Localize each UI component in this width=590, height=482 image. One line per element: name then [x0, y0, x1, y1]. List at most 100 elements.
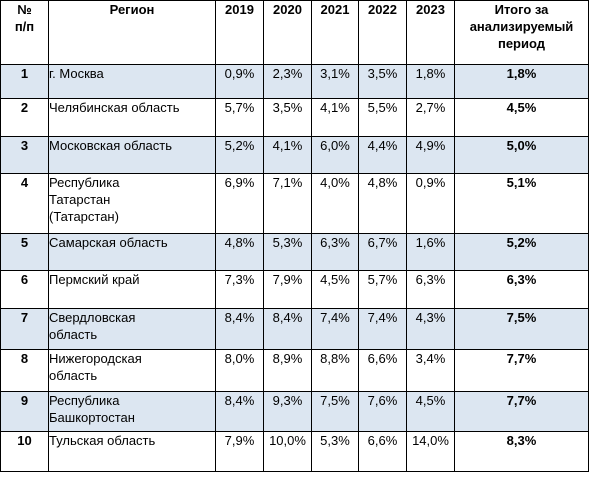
- region-line: Московская область: [49, 138, 173, 153]
- year-value-cell: 5,7%: [215, 98, 264, 137]
- table-row: 10 Тульская область 7,9% 10,0% 5,3% 6,6% 14,0%…: [0, 431, 589, 472]
- header-year: 2023: [406, 0, 455, 65]
- row-number: 2: [0, 98, 49, 137]
- year-value-cell: 4,5%: [406, 391, 455, 432]
- year-value-cell: 6,6%: [358, 431, 407, 472]
- total-cell: 5,1%: [454, 173, 589, 234]
- row-number: 7: [0, 308, 49, 350]
- year-value-cell: 4,8%: [358, 173, 407, 234]
- year-value-cell: 5,5%: [358, 98, 407, 137]
- table-row: 1 г. Москва 0,9% 2,3% 3,1% 3,5% 1,8% 1,8%: [0, 64, 589, 99]
- year-value-cell: 7,6%: [358, 391, 407, 432]
- year-value-cell: 4,1%: [311, 98, 359, 137]
- region-cell: Тульская область: [48, 431, 216, 472]
- year-value-cell: 10,0%: [263, 431, 312, 472]
- region-line: Пермский край: [49, 272, 140, 287]
- row-number: 5: [0, 233, 49, 271]
- total-cell: 4,5%: [454, 98, 589, 137]
- year-value-cell: 3,1%: [311, 64, 359, 99]
- year-value-cell: 2,3%: [263, 64, 312, 99]
- row-number: 3: [0, 136, 49, 174]
- year-value-cell: 7,3%: [215, 270, 264, 309]
- year-value-cell: 4,4%: [358, 136, 407, 174]
- year-value-cell: 5,2%: [215, 136, 264, 174]
- region-cell: Московская область: [48, 136, 216, 174]
- year-value-cell: 6,3%: [406, 270, 455, 309]
- year-value-cell: 4,8%: [215, 233, 264, 271]
- year-value-cell: 8,4%: [215, 308, 264, 350]
- year-value-cell: 9,3%: [263, 391, 312, 432]
- year-value-cell: 3,4%: [406, 349, 455, 392]
- header-total-line: период: [497, 36, 546, 51]
- year-value-cell: 2,7%: [406, 98, 455, 137]
- region-cell: Республика Татарстан (Татарстан): [48, 173, 216, 234]
- year-value-cell: 6,6%: [358, 349, 407, 392]
- year-value-cell: 6,9%: [215, 173, 264, 234]
- year-value-cell: 7,1%: [263, 173, 312, 234]
- year-value-cell: 4,0%: [311, 173, 359, 234]
- data-table: № п/п Регион 2019 2020 2021 2022 2023 Ит…: [0, 0, 589, 472]
- region-line: Башкортостан: [49, 410, 135, 425]
- year-value-cell: 4,9%: [406, 136, 455, 174]
- year-value-cell: 7,4%: [311, 308, 359, 350]
- total-cell: 5,0%: [454, 136, 589, 174]
- year-value-cell: 8,9%: [263, 349, 312, 392]
- year-value-cell: 6,3%: [311, 233, 359, 271]
- header-num-line: №: [17, 2, 32, 17]
- row-number: 8: [0, 349, 49, 392]
- region-line: Нижегородская: [49, 351, 142, 366]
- region-cell: Республика Башкортостан: [48, 391, 216, 432]
- region-cell: Нижегородская область: [48, 349, 216, 392]
- year-value-cell: 8,4%: [263, 308, 312, 350]
- year-value-cell: 6,7%: [358, 233, 407, 271]
- header-year: 2022: [358, 0, 407, 65]
- region-cell: Челябинская область: [48, 98, 216, 137]
- total-cell: 7,7%: [454, 349, 589, 392]
- table-row: 3 Московская область 5,2% 4,1% 6,0% 4,4% 4,9% 5…: [0, 136, 589, 174]
- region-cell: Самарская область: [48, 233, 216, 271]
- header-total-line: Итого за: [494, 2, 549, 17]
- header-num-line: п/п: [14, 19, 35, 34]
- region-line: г. Москва: [49, 66, 104, 81]
- header-year: 2020: [263, 0, 312, 65]
- year-value-cell: 7,5%: [311, 391, 359, 432]
- region-line: Татарстан: [49, 192, 111, 207]
- year-value-cell: 6,0%: [311, 136, 359, 174]
- row-number: 10: [0, 431, 49, 472]
- header-year: 2019: [215, 0, 264, 65]
- table-row: 4 Республика Татарстан (Татарстан) 6,9% 7,1% 4…: [0, 173, 589, 234]
- row-number: 6: [0, 270, 49, 309]
- year-value-cell: 8,8%: [311, 349, 359, 392]
- total-cell: 5,2%: [454, 233, 589, 271]
- region-line: Свердловская: [49, 310, 136, 325]
- year-value-cell: 4,1%: [263, 136, 312, 174]
- year-value-cell: 7,9%: [215, 431, 264, 472]
- total-cell: 7,5%: [454, 308, 589, 350]
- total-cell: 8,3%: [454, 431, 589, 472]
- region-line: Республика: [49, 393, 120, 408]
- region-line: область: [49, 368, 98, 383]
- year-value-cell: 4,5%: [311, 270, 359, 309]
- year-value-cell: 14,0%: [406, 431, 455, 472]
- row-number: 4: [0, 173, 49, 234]
- header-year: 2021: [311, 0, 359, 65]
- year-value-cell: 0,9%: [215, 64, 264, 99]
- region-line: Республика: [49, 175, 120, 190]
- year-value-cell: 7,9%: [263, 270, 312, 309]
- region-line: Тульская область: [49, 433, 156, 448]
- year-value-cell: 5,3%: [311, 431, 359, 472]
- year-value-cell: 5,3%: [263, 233, 312, 271]
- table-row: 9 Республика Башкортостан 8,4% 9,3% 7,5% 7,6% 4…: [0, 391, 589, 432]
- header-total: Итого за анализируемый период: [454, 0, 589, 65]
- year-value-cell: 3,5%: [358, 64, 407, 99]
- table-body: 1 г. Москва 0,9% 2,3% 3,1% 3,5% 1,8% 1,8% 2 Челяб…: [0, 64, 589, 472]
- table-row: 7 Свердловская область 8,4% 8,4% 7,4% 7,4% 4,3%…: [0, 308, 589, 350]
- total-cell: 7,7%: [454, 391, 589, 432]
- year-value-cell: 3,5%: [263, 98, 312, 137]
- year-value-cell: 1,8%: [406, 64, 455, 99]
- row-number: 9: [0, 391, 49, 432]
- region-line: область: [49, 327, 98, 342]
- year-value-cell: 5,7%: [358, 270, 407, 309]
- year-value-cell: 8,4%: [215, 391, 264, 432]
- table-row: 2 Челябинская область 5,7% 3,5% 4,1% 5,5% 2,7%…: [0, 98, 589, 137]
